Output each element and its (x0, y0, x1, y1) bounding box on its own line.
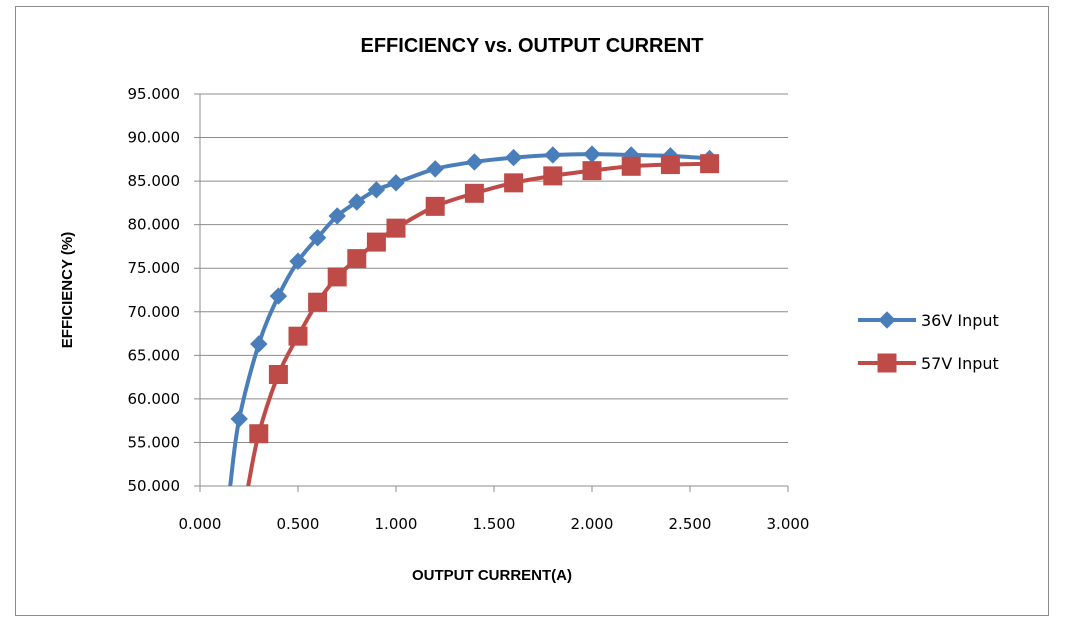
data-point (250, 335, 268, 353)
data-point (700, 154, 720, 174)
data-point (268, 364, 288, 384)
legend-label: 36V Input (921, 311, 999, 330)
legend-marker (878, 311, 896, 329)
y-axis-title: EFFICIENCY (%) (59, 232, 76, 348)
y-tick-label: 85.000 (128, 172, 181, 190)
data-point (621, 156, 641, 176)
y-tick-label: 75.000 (128, 259, 181, 277)
data-point (308, 229, 327, 247)
x-tick-label: 1.500 (473, 515, 516, 533)
data-point (583, 145, 601, 163)
series-lines (228, 152, 712, 486)
data-point (544, 146, 562, 164)
data-point (504, 148, 523, 167)
data-point (308, 292, 328, 312)
data-point (366, 232, 386, 252)
x-tick-label: 1.000 (375, 515, 418, 533)
data-point (347, 249, 367, 269)
data-point (660, 155, 680, 175)
data-point (288, 326, 308, 346)
data-point (582, 161, 602, 181)
y-tick-label: 70.000 (128, 303, 181, 321)
x-tick-label: 3.000 (767, 515, 810, 533)
data-point (328, 207, 346, 225)
legend-label: 57V Input (921, 354, 999, 373)
chart-title: EFFICIENCY vs. OUTPUT CURRENT (361, 35, 704, 57)
y-tick-label: 90.000 (128, 129, 181, 147)
y-tick-label: 95.000 (128, 85, 181, 103)
data-point (348, 193, 366, 211)
y-tick-label: 55.000 (128, 433, 181, 451)
x-tick-label: 2.000 (571, 515, 614, 533)
series-line-2 (246, 161, 712, 486)
data-point (465, 153, 484, 171)
x-tick-label: 0.500 (277, 515, 320, 533)
chart-area (15, 6, 1049, 616)
data-point (426, 160, 444, 178)
axes: 50.000 55.000 60.000 65.000 70.000 75.000 80.0… (128, 85, 810, 533)
series-line-1 (228, 152, 712, 486)
data-point (386, 218, 406, 238)
data-point (249, 424, 269, 444)
data-point (543, 166, 563, 186)
data-point (425, 196, 445, 216)
data-point (327, 267, 347, 287)
y-tick-label: 50.000 (128, 477, 181, 495)
x-axis-title: OUTPUT CURRENT(A) (412, 567, 572, 584)
data-point (269, 287, 288, 305)
data-point (387, 174, 405, 192)
x-tick-label: 2.500 (669, 515, 712, 533)
legend: 36V Input 57V Input (858, 311, 999, 373)
legend-marker (877, 353, 897, 373)
data-point (367, 181, 386, 199)
data-point (289, 252, 307, 270)
data-point (464, 183, 484, 203)
series-markers (230, 145, 720, 444)
data-point (230, 410, 248, 428)
y-tick-label: 60.000 (128, 390, 181, 408)
x-tick-label: 0.000 (179, 515, 222, 533)
y-tick-label: 80.000 (128, 216, 181, 234)
gridlines (200, 93, 788, 443)
data-point (504, 173, 524, 193)
y-tick-label: 65.000 (128, 346, 181, 364)
